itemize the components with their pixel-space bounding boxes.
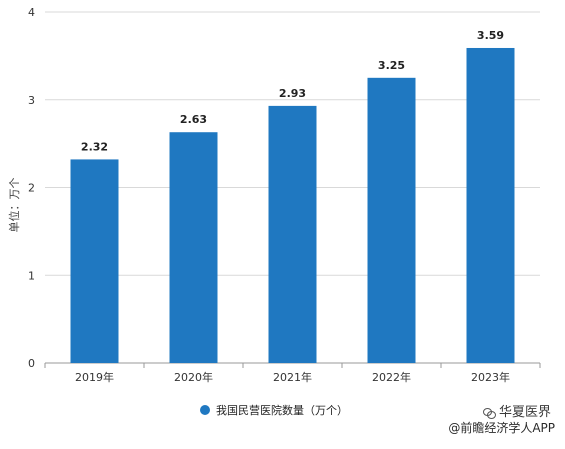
data-label: 2.32	[81, 140, 108, 153]
bars	[70, 47, 515, 363]
watermark-title-text: 华夏医界	[498, 405, 551, 420]
bar	[268, 105, 317, 363]
y-tick-label: 0	[28, 357, 35, 370]
watermark-source: @前瞻经济学人APP	[448, 421, 555, 435]
y-axis-ticks: 0 1 2 3 4	[28, 6, 35, 370]
wechat-icon	[482, 407, 496, 419]
legend-label: 我国民营医院数量（万个）	[216, 403, 348, 417]
bar	[169, 132, 218, 363]
x-tick-label: 2022年	[372, 370, 411, 384]
watermark-title: 华夏医界	[482, 401, 551, 420]
x-tick-label: 2019年	[75, 370, 114, 384]
y-tick-label: 1	[28, 269, 35, 282]
data-label: 2.63	[180, 113, 207, 126]
x-tick-label: 2020年	[174, 370, 213, 384]
x-tick-label: 2023年	[471, 370, 510, 384]
data-label: 3.25	[378, 59, 405, 72]
x-axis-ticks: 2019年 2020年 2021年 2022年 2023年	[44, 363, 541, 384]
x-tick-label: 2021年	[273, 370, 312, 384]
y-tick-label: 3	[28, 94, 35, 107]
data-label: 3.59	[477, 29, 504, 42]
legend-swatch	[200, 405, 210, 415]
data-labels: 2.32 2.63 2.93 3.25 3.59	[81, 29, 504, 153]
legend: 我国民营医院数量（万个）	[200, 403, 348, 417]
y-tick-label: 4	[28, 6, 35, 19]
y-axis-title: 单位：万个	[7, 178, 21, 233]
y-tick-label: 2	[28, 182, 35, 195]
watermark: 华夏医界 @前瞻经济学人APP	[415, 401, 555, 437]
bar	[367, 77, 416, 363]
bar	[70, 159, 119, 363]
data-label: 2.93	[279, 87, 306, 100]
bar	[466, 47, 515, 363]
